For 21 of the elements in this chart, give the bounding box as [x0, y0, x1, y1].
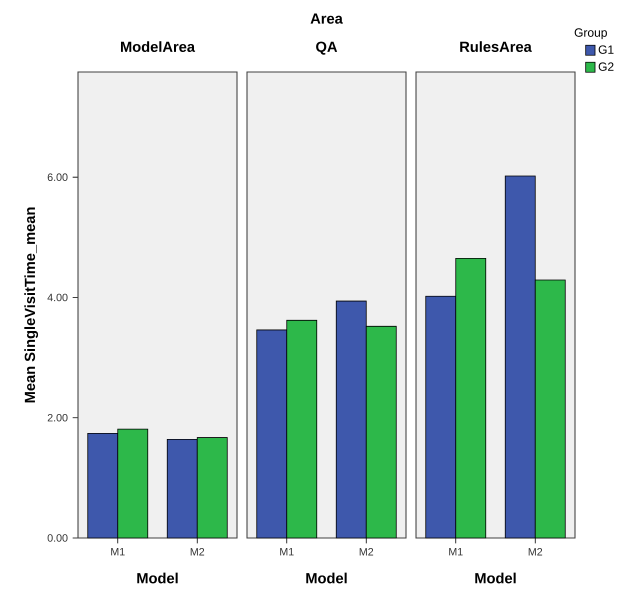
x-tick-label: M1: [449, 548, 463, 556]
y-axis-title: Mean SingleVisitTime_mean: [24, 208, 38, 402]
chart-subtitle: ModelArea: [121, 41, 196, 52]
legend-title: Group: [574, 28, 607, 40]
x-tick-label: M2: [528, 548, 542, 556]
x-tick-label: M2: [190, 548, 204, 556]
y-tick-label: 4.00: [47, 294, 68, 302]
x-tick-label: M1: [111, 548, 125, 556]
x-axis-title: Model: [137, 572, 178, 584]
chart-title: Area: [310, 14, 343, 24]
y-tick-label: 2.00: [48, 414, 68, 422]
chart-subtitle: RulesArea: [460, 41, 532, 52]
chart-subtitle: QA: [316, 42, 338, 55]
x-tick-label: M1: [280, 548, 294, 556]
y-tick-label: 6.00: [48, 173, 68, 181]
x-tick-label: M2: [360, 548, 374, 556]
legend-label: G1: [598, 45, 614, 54]
x-axis-title: Model: [475, 572, 516, 584]
legend-label: G2: [598, 62, 614, 71]
x-axis-title: Model: [306, 572, 347, 584]
y-tick-label: 0.00: [48, 534, 68, 542]
